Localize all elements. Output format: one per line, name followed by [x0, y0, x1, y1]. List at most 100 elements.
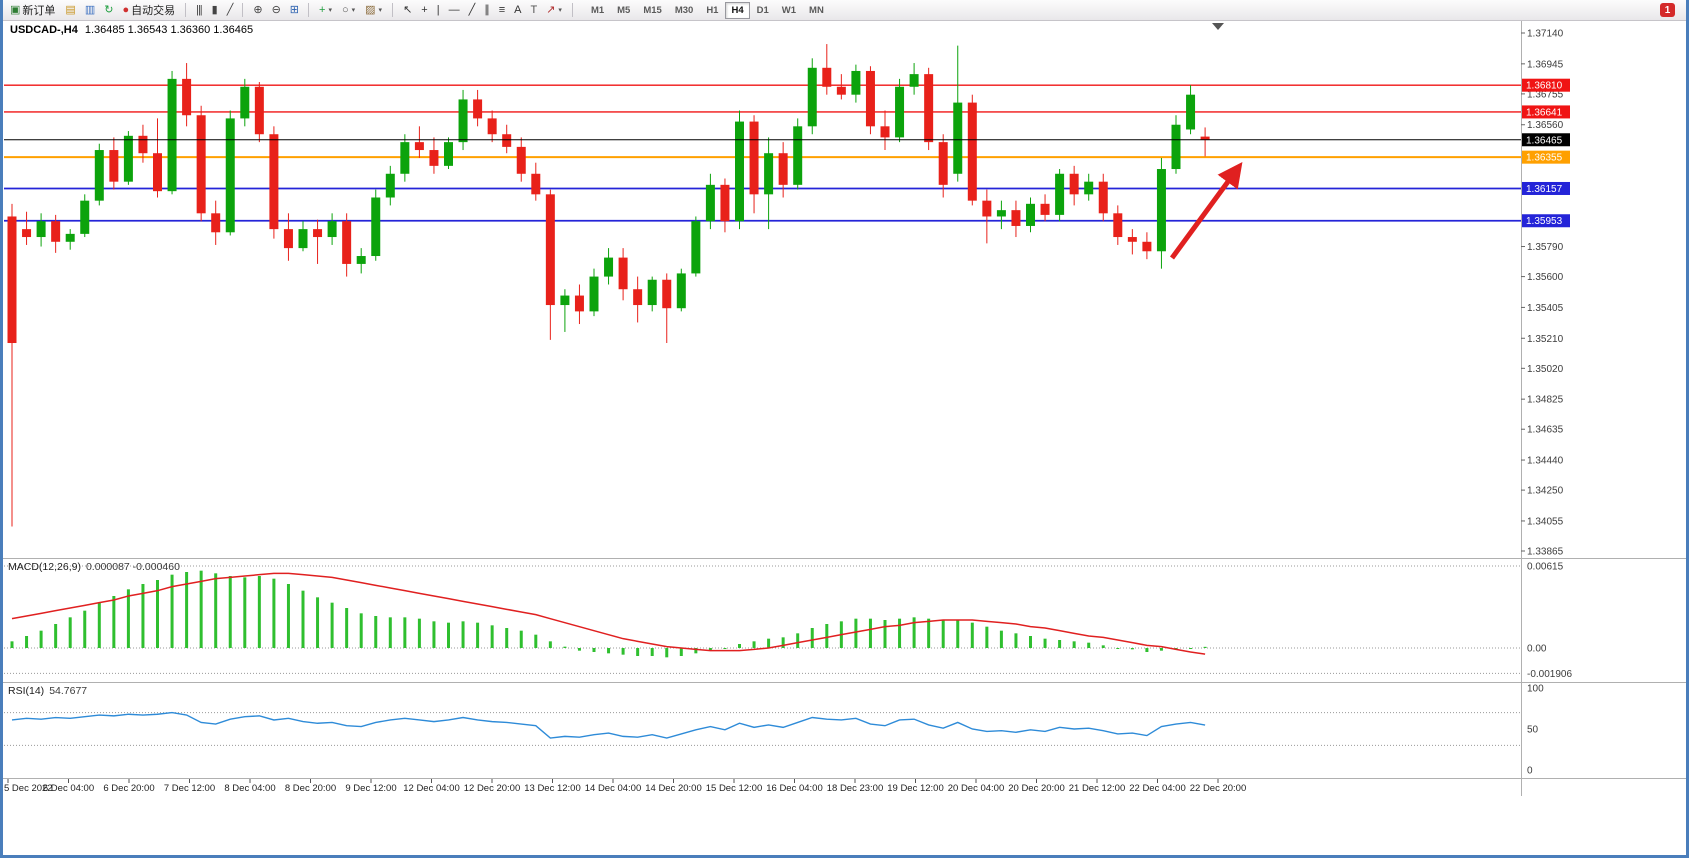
timeframe-h4[interactable]: H4 [725, 1, 750, 19]
svg-text:8 Dec 20:00: 8 Dec 20:00 [285, 783, 336, 794]
svg-text:1.35790: 1.35790 [1527, 242, 1564, 253]
chart-window-title: USDCAD-,H4 1.36485 1.36543 1.36360 1.3646… [10, 24, 253, 36]
hline-icon: — [448, 3, 460, 16]
svg-text:1.34635: 1.34635 [1527, 425, 1564, 436]
svg-text:20 Dec 04:00: 20 Dec 04:00 [948, 783, 1005, 794]
notifications-badge[interactable]: 1 [1660, 3, 1675, 17]
toolbar-separator [185, 3, 187, 17]
svg-text:1.37140: 1.37140 [1527, 29, 1564, 40]
price-axis[interactable]: 1.37140 1.36945 1.36755 1.36560 1.35790 1.356… [1521, 29, 1564, 558]
toolbar-separator [571, 3, 573, 17]
svg-text:50: 50 [1527, 725, 1539, 736]
candlestick-chart-button[interactable]: ▮ [208, 1, 221, 20]
svg-text:1.36945: 1.36945 [1527, 59, 1564, 70]
arrows-icon: ↗ [546, 3, 555, 16]
crosshair-icon: + [421, 3, 428, 16]
rsi-value: 54.7677 [49, 685, 88, 697]
profiles-button[interactable]: ▥ [81, 1, 98, 20]
chevron-down-icon: ▾ [378, 7, 383, 14]
zoom-out-button[interactable]: ⊖ [268, 1, 284, 20]
indicators-button[interactable]: + ▾ [315, 1, 336, 20]
text-button[interactable]: A [510, 1, 524, 20]
svg-text:20 Dec 20:00: 20 Dec 20:00 [1008, 783, 1065, 794]
timeframe-m15[interactable]: M15 [643, 4, 662, 16]
text-icon: A [514, 3, 521, 16]
line-chart-icon: ╱ [226, 3, 234, 16]
crosshair-button[interactable]: + [417, 1, 430, 20]
svg-text:6 Dec 20:00: 6 Dec 20:00 [103, 783, 154, 794]
symbol-timeframe-label: USDCAD-,H4 [10, 24, 78, 36]
autotrading-button-label: 自动交易 [131, 5, 176, 17]
zoom-in-icon: ⊕ [253, 3, 262, 16]
macd-values: 0.000087 -0.000460 [85, 561, 180, 573]
svg-text:5 Dec 2022: 5 Dec 2022 [4, 783, 53, 794]
svg-text:1.34250: 1.34250 [1527, 486, 1564, 497]
timeframe-h1[interactable]: H1 [706, 4, 719, 16]
window-border-right [1686, 0, 1689, 858]
timeframe-m1[interactable]: M1 [590, 4, 605, 16]
charts-icon: ▤ [65, 3, 75, 16]
window-border-bottom [0, 855, 1689, 858]
autotrading-button[interactable]: ● 自动交易 [118, 1, 179, 20]
svg-text:1.36810: 1.36810 [1526, 81, 1563, 92]
cursor-icon: ↖ [403, 3, 412, 16]
new-order-button[interactable]: ▣ 新订单 [6, 1, 59, 20]
refresh-icon: ↻ [104, 3, 113, 16]
svg-text:19 Dec 12:00: 19 Dec 12:00 [887, 783, 944, 794]
svg-text:1.36755: 1.36755 [1527, 89, 1564, 100]
templates-button[interactable]: ▨ ▾ [361, 1, 386, 20]
clock-icon: ○ [341, 3, 349, 16]
refresh-button[interactable]: ↻ [100, 1, 116, 20]
profiles-icon: ▥ [84, 3, 95, 16]
label-button[interactable]: T [526, 1, 540, 20]
svg-text:0.00: 0.00 [1527, 644, 1547, 655]
chevron-down-icon: ▾ [328, 7, 332, 14]
svg-text:1.34825: 1.34825 [1527, 395, 1564, 406]
timeframe-m5[interactable]: M5 [617, 4, 631, 16]
svg-text:1.36641: 1.36641 [1526, 107, 1563, 118]
svg-text:1.35953: 1.35953 [1526, 216, 1563, 227]
channel-button[interactable]: ∥ [480, 1, 493, 20]
timeframe-d1[interactable]: D1 [756, 4, 769, 16]
rsi-line [11, 711, 1206, 739]
line-chart-button[interactable]: ╱ [223, 1, 237, 20]
svg-text:-0.001906: -0.001906 [1527, 669, 1572, 680]
timeframe-mn[interactable]: MN [809, 4, 824, 16]
trendline-button[interactable]: ╱ [465, 1, 479, 20]
cursor-button[interactable]: ↖ [399, 1, 415, 20]
fibonacci-button[interactable]: ≡ [495, 1, 508, 20]
zoom-in-button[interactable]: ⊕ [249, 1, 265, 20]
periods-button[interactable]: ○ ▾ [338, 1, 359, 20]
svg-text:1.36157: 1.36157 [1526, 184, 1563, 195]
svg-text:100: 100 [1527, 684, 1544, 695]
rsi-name: RSI(14) [8, 685, 45, 697]
svg-text:9 Dec 12:00: 9 Dec 12:00 [345, 783, 396, 794]
channel-icon: ∥ [484, 3, 489, 16]
chart-shift-marker[interactable] [1212, 23, 1224, 30]
autotrading-icon: ● [122, 3, 129, 16]
fibonacci-icon: ≡ [498, 3, 506, 16]
indicators-icon: + [319, 3, 326, 16]
svg-text:15 Dec 12:00: 15 Dec 12:00 [706, 783, 763, 794]
bar-chart-button[interactable]: ||| [192, 1, 206, 20]
timeframe-m30[interactable]: M30 [674, 4, 694, 16]
vline-icon: | [436, 3, 440, 16]
shapes-button[interactable]: ↗ ▾ [542, 1, 566, 20]
window-border-left [0, 0, 3, 858]
new-order-button-label: 新订单 [22, 5, 56, 17]
svg-text:12 Dec 20:00: 12 Dec 20:00 [464, 783, 521, 794]
charts-button[interactable]: ▤ [61, 1, 78, 20]
vertical-line-button[interactable]: | [433, 1, 443, 20]
svg-text:1.35600: 1.35600 [1527, 272, 1564, 283]
template-icon: ▨ [365, 3, 375, 16]
trend-arrow[interactable] [1169, 161, 1243, 260]
tile-windows-button[interactable]: ⊞ [286, 1, 302, 20]
horizontal-line-button[interactable]: — [445, 1, 463, 20]
zoom-out-icon: ⊖ [271, 3, 281, 16]
chevron-down-icon: ▾ [558, 7, 562, 14]
timeframe-w1[interactable]: W1 [781, 4, 797, 16]
toolbar-separator [242, 3, 244, 17]
